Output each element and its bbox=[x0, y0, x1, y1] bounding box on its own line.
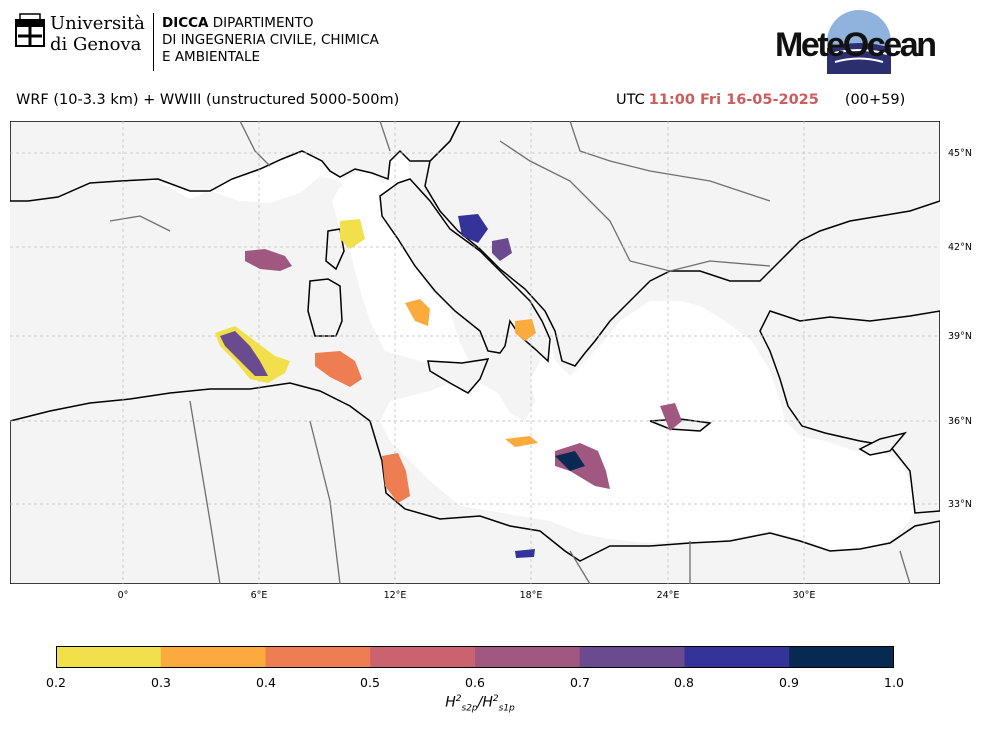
lat-label-36n: 36°N bbox=[948, 416, 972, 427]
turkey-asia bbox=[759, 310, 940, 514]
department-acronym: DICCA bbox=[162, 15, 209, 31]
mediterranean-map bbox=[10, 121, 940, 584]
department-line2: DI INGEGNERIA CIVILE, CHIMICA bbox=[162, 32, 379, 48]
field-patch-balearic-core bbox=[220, 331, 268, 376]
unige-crest-icon bbox=[15, 13, 45, 47]
map-graticule bbox=[10, 121, 940, 584]
colorbar-segment bbox=[684, 646, 790, 668]
meteocean-globe-icon: MeteOcean bbox=[775, 10, 937, 74]
sea-area bbox=[10, 151, 915, 551]
valid-time: 11:00 Fri 16-05-2025 bbox=[648, 92, 819, 108]
field-patch-libya bbox=[382, 453, 410, 503]
colorbar-tick: 1.0 bbox=[884, 675, 904, 690]
cyprus bbox=[858, 431, 908, 456]
lon-label-6e: 6°E bbox=[250, 590, 268, 601]
colorbar-tick: 0.9 bbox=[779, 675, 799, 690]
colorbar-segment bbox=[579, 646, 685, 668]
wave-ratio-field bbox=[215, 214, 682, 558]
field-patch-central bbox=[505, 436, 538, 447]
colorbar-tick: 0.8 bbox=[674, 675, 694, 690]
field-patch-algeria bbox=[315, 351, 362, 387]
africa-coast bbox=[10, 382, 940, 584]
university-name-line2: di Genova bbox=[50, 34, 142, 55]
colorbar-tick: 0.3 bbox=[151, 675, 171, 690]
lat-label-42n: 42°N bbox=[948, 242, 972, 253]
field-patch-adriatic-south bbox=[492, 238, 512, 261]
colorbar-tick: 0.4 bbox=[256, 675, 276, 690]
field-patch-aegean bbox=[660, 403, 682, 431]
logo-divider bbox=[153, 13, 154, 71]
field-patch-tyrrhenian bbox=[405, 299, 430, 326]
lat-label-39n: 39°N bbox=[948, 331, 972, 342]
field-patch-south bbox=[515, 549, 535, 558]
sicily bbox=[427, 358, 490, 394]
colorbar-segment bbox=[265, 646, 371, 668]
lat-label-33n: 33°N bbox=[948, 499, 972, 510]
lat-label-45n: 45°N bbox=[948, 148, 972, 159]
colorbar-tick: 0.6 bbox=[465, 675, 485, 690]
colorbar-tick: 0.5 bbox=[360, 675, 380, 690]
department-name: DICCA DIPARTIMENTO DI INGEGNERIA CIVILE,… bbox=[162, 15, 379, 66]
colorbar-segment bbox=[789, 646, 894, 668]
meteocean-logo: MeteOcean bbox=[775, 8, 945, 76]
colorbar-segment bbox=[56, 646, 162, 668]
lon-label-18e: 18°E bbox=[519, 590, 543, 601]
forecast-offset: (00+59) bbox=[844, 92, 906, 108]
university-name-line1: Università bbox=[50, 13, 145, 34]
field-patch-ligurian bbox=[245, 249, 292, 271]
colorbar-frame bbox=[56, 646, 894, 668]
colorbar-tick: 0.2 bbox=[46, 675, 66, 690]
field-patch-ionian bbox=[515, 319, 536, 341]
balkans bbox=[424, 121, 940, 367]
lon-label-0: 0° bbox=[117, 590, 129, 601]
department-line3: E AMBIENTALE bbox=[162, 49, 261, 65]
corsica bbox=[325, 228, 345, 271]
field-patch-sardinia bbox=[340, 219, 365, 249]
model-description: WRF (10-3.3 km) + WWIII (unstructured 50… bbox=[16, 92, 400, 108]
lon-label-30e: 30°E bbox=[792, 590, 816, 601]
lon-label-12e: 12°E bbox=[383, 590, 407, 601]
europe-west bbox=[10, 121, 461, 202]
colorbar-segment bbox=[370, 646, 476, 668]
brand-text: MeteOcean bbox=[775, 26, 937, 64]
colorbar-segment bbox=[160, 646, 266, 668]
forecast-time: UTC 11:00 Fri 16-05-2025 (00+59) bbox=[616, 92, 905, 108]
country-borders bbox=[109, 121, 911, 584]
field-patch-adriatic bbox=[458, 214, 488, 243]
sardinia bbox=[307, 278, 343, 337]
unige-logo bbox=[14, 12, 149, 60]
colorbar-label: H2s2p/H2s1p bbox=[445, 694, 515, 714]
colorbar-tick: 0.7 bbox=[570, 675, 590, 690]
utc-prefix: UTC bbox=[616, 92, 645, 108]
lon-label-24e: 24°E bbox=[656, 590, 680, 601]
colorbar-segment bbox=[475, 646, 581, 668]
colorbar bbox=[56, 646, 894, 668]
field-patch-levant-core bbox=[555, 451, 585, 471]
department-line1: DIPARTIMENTO bbox=[208, 15, 314, 31]
